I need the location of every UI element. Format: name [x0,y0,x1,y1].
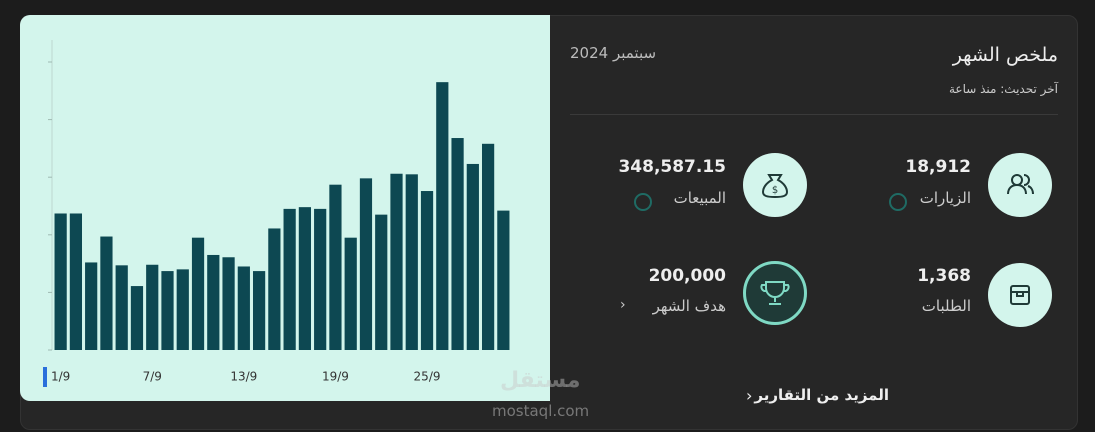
range-marker [43,367,47,387]
help-icon[interactable] [634,193,652,211]
bar [420,191,434,350]
chevron: ‹ [620,297,626,313]
icon: $ [761,174,789,199]
bar [252,271,266,350]
bar [497,210,510,350]
x-tick-label: 13/9 [230,370,257,384]
bar [54,213,67,350]
watermark-brand: مستقل [500,368,581,393]
bar [115,265,128,350]
bar [85,262,98,350]
chart: 1/9 7/9 13/9 19/9 25/9 [43,40,510,387]
stat-value: 1,368 [917,266,971,286]
svg-text:$: $ [772,185,778,196]
bar [146,264,159,350]
stat-label[interactable]: هدف الشهر [652,297,726,315]
stat-label: المبيعات [673,189,726,207]
bar [191,237,205,350]
bar [314,208,327,350]
more-reports-link[interactable]: المزيد من التقارير [754,386,889,404]
bar [130,286,144,350]
icon [760,281,790,305]
stat-value: 200,000 [648,266,726,286]
bar [390,173,403,350]
stat-value: 18,912 [905,157,971,177]
bar [207,254,220,350]
bar [268,228,281,350]
bar [344,237,357,350]
orders-icon [988,263,1052,327]
summary-title: ملخص الشهر [952,44,1058,66]
help-icon[interactable] [889,193,907,211]
watermark-site: mostaql.com [492,402,590,420]
bar [298,207,312,350]
stat-label: الزيارات [919,189,971,207]
bar [69,213,83,350]
icon [1010,285,1030,305]
bar [100,236,113,350]
stat-label: الطلبات [921,297,971,315]
bar [329,184,342,350]
updated: آخر تحديث: منذ ساعة [948,82,1058,96]
x-tick-label: 1/9 [51,370,70,384]
divider [570,114,1058,115]
bar [436,82,449,350]
chevron: ‹ [746,386,753,405]
bar [283,208,296,350]
bar [222,257,235,350]
target-icon [743,261,807,325]
chart-panel: 1/9 7/9 13/9 19/9 25/9 [20,15,550,401]
x-tick-label: 19/9 [322,370,349,384]
icon [1007,174,1034,195]
stat-value: 348,587.15 [618,157,726,177]
bar [451,138,464,350]
sales-icon: $ [743,153,807,217]
bar [405,174,418,350]
bar [375,214,388,350]
bar [161,271,174,350]
visits-icon [988,153,1052,217]
bar [176,269,189,350]
x-tick-label: 7/9 [143,370,162,384]
bar [481,143,495,350]
bar [466,163,479,350]
x-tick-label: 25/9 [414,370,441,384]
bar [237,266,250,350]
bar [359,178,373,350]
month: سبتمبر 2024 [570,44,657,62]
